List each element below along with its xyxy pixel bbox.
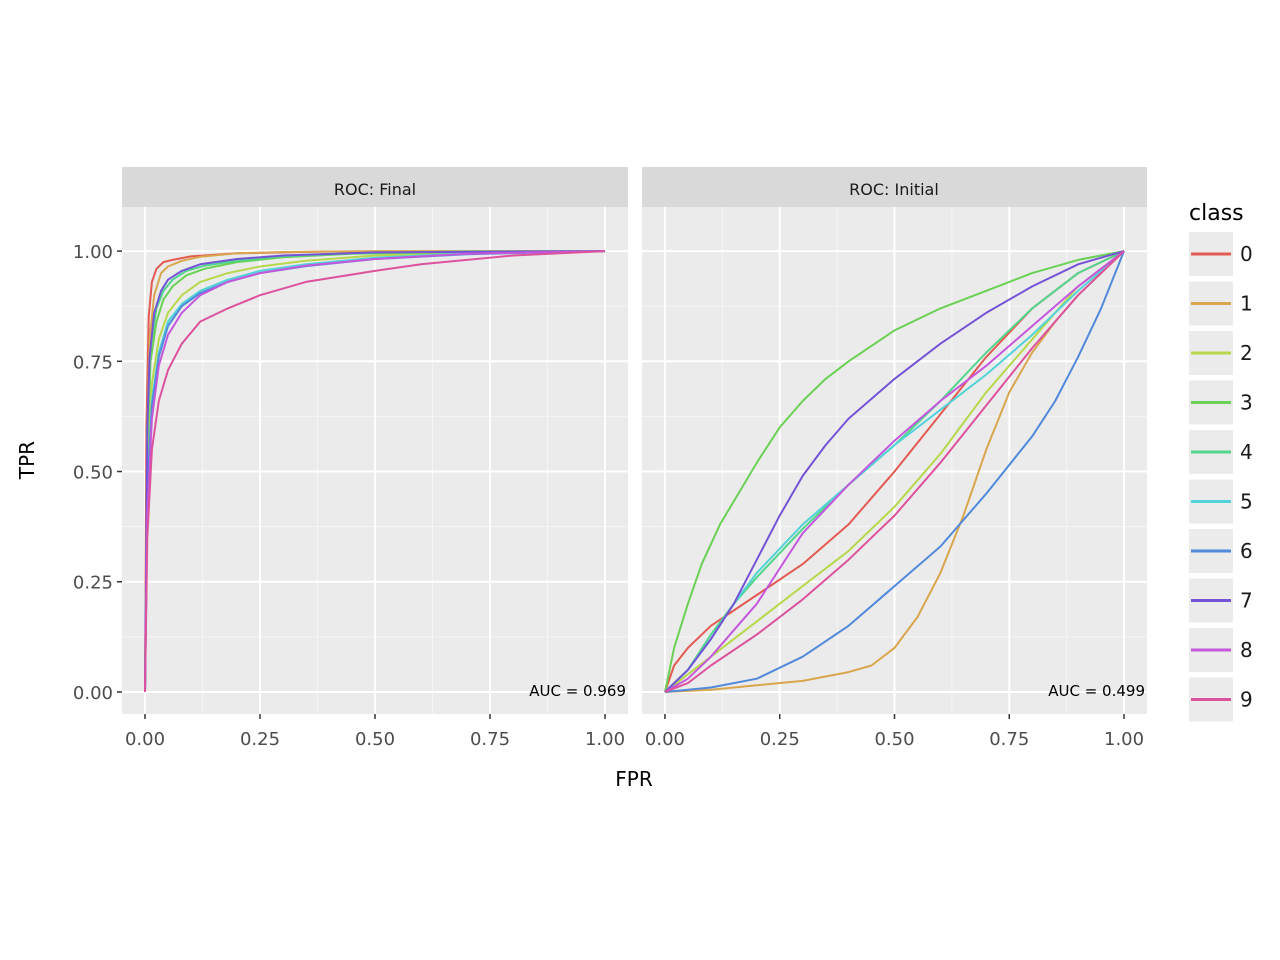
legend-item-5: 5 — [1189, 479, 1253, 524]
legend: class 0 1 2 3 4 5 6 7 8 9 — [1189, 201, 1253, 722]
roc-line-class-8 — [144, 250, 606, 693]
legend-item-1: 1 — [1189, 281, 1253, 326]
legend-item-9: 9 — [1189, 677, 1253, 722]
legend-item-4: 4 — [1189, 430, 1253, 474]
auc-label: AUC = 0.969 — [529, 682, 626, 700]
roc-line-class-7 — [664, 250, 1125, 693]
x-axis-title: FPR — [615, 767, 653, 791]
legend-label: 8 — [1240, 638, 1253, 662]
legend-item-7: 7 — [1189, 578, 1253, 623]
legend-item-6: 6 — [1189, 529, 1253, 573]
legend-label: 2 — [1240, 341, 1253, 365]
y-tick-label: 0.50 — [73, 463, 113, 484]
legend-label: 7 — [1240, 589, 1253, 613]
legend-title: class — [1189, 201, 1244, 226]
x-tick-label: 0.50 — [355, 729, 395, 750]
x-tick-label: 0.50 — [874, 729, 914, 750]
legend-label: 0 — [1240, 242, 1253, 266]
legend-item-0: 0 — [1189, 232, 1253, 276]
roc-line-class-8 — [664, 250, 1125, 693]
strip-title: ROC: Initial — [849, 180, 939, 199]
x-tick-label: 0.25 — [240, 729, 280, 750]
legend-label: 3 — [1240, 391, 1253, 415]
legend-item-8: 8 — [1189, 628, 1253, 672]
legend-label: 6 — [1240, 539, 1253, 563]
y-tick-label: 1.00 — [73, 242, 113, 263]
x-tick-label: 0.00 — [125, 729, 165, 750]
roc-line-class-9 — [144, 250, 606, 693]
roc-line-class-7 — [144, 250, 606, 693]
y-tick-label: 0.25 — [73, 573, 113, 594]
y-tick-label: 0.00 — [73, 683, 113, 704]
x-tick-label: 0.25 — [760, 729, 800, 750]
strip-background — [122, 167, 628, 207]
legend-item-2: 2 — [1189, 331, 1253, 375]
strip-background — [642, 167, 1147, 207]
y-axis-title: TPR — [15, 441, 39, 480]
strip-title: ROC: Final — [334, 180, 416, 199]
auc-label: AUC = 0.499 — [1048, 682, 1145, 700]
roc-line-class-6 — [664, 250, 1125, 693]
y-axis: 0.00 0.25 0.50 0.75 1.00 — [73, 242, 122, 704]
legend-item-3: 3 — [1189, 380, 1253, 425]
panel-final: ROC: Final AUC = 0.969 0.00 0.25 0.50 0.75 1… — [122, 167, 628, 750]
legend-label: 5 — [1240, 490, 1253, 514]
legend-label: 9 — [1240, 688, 1253, 712]
x-tick-label: 0.75 — [470, 729, 510, 750]
roc-line-class-9 — [664, 250, 1125, 693]
roc-line-class-2 — [144, 250, 606, 693]
x-tick-label: 0.75 — [989, 729, 1029, 750]
panel-initial: ROC: Initial AUC = 0.499 0.00 0.25 0.50 0.7… — [642, 167, 1147, 750]
roc-line-class-3 — [664, 250, 1125, 693]
legend-label: 1 — [1240, 292, 1253, 316]
y-tick-label: 0.75 — [73, 352, 113, 373]
x-tick-label: 1.00 — [1104, 729, 1144, 750]
x-tick-label: 1.00 — [585, 729, 625, 750]
x-tick-label: 0.00 — [645, 729, 685, 750]
legend-label: 4 — [1240, 440, 1253, 464]
